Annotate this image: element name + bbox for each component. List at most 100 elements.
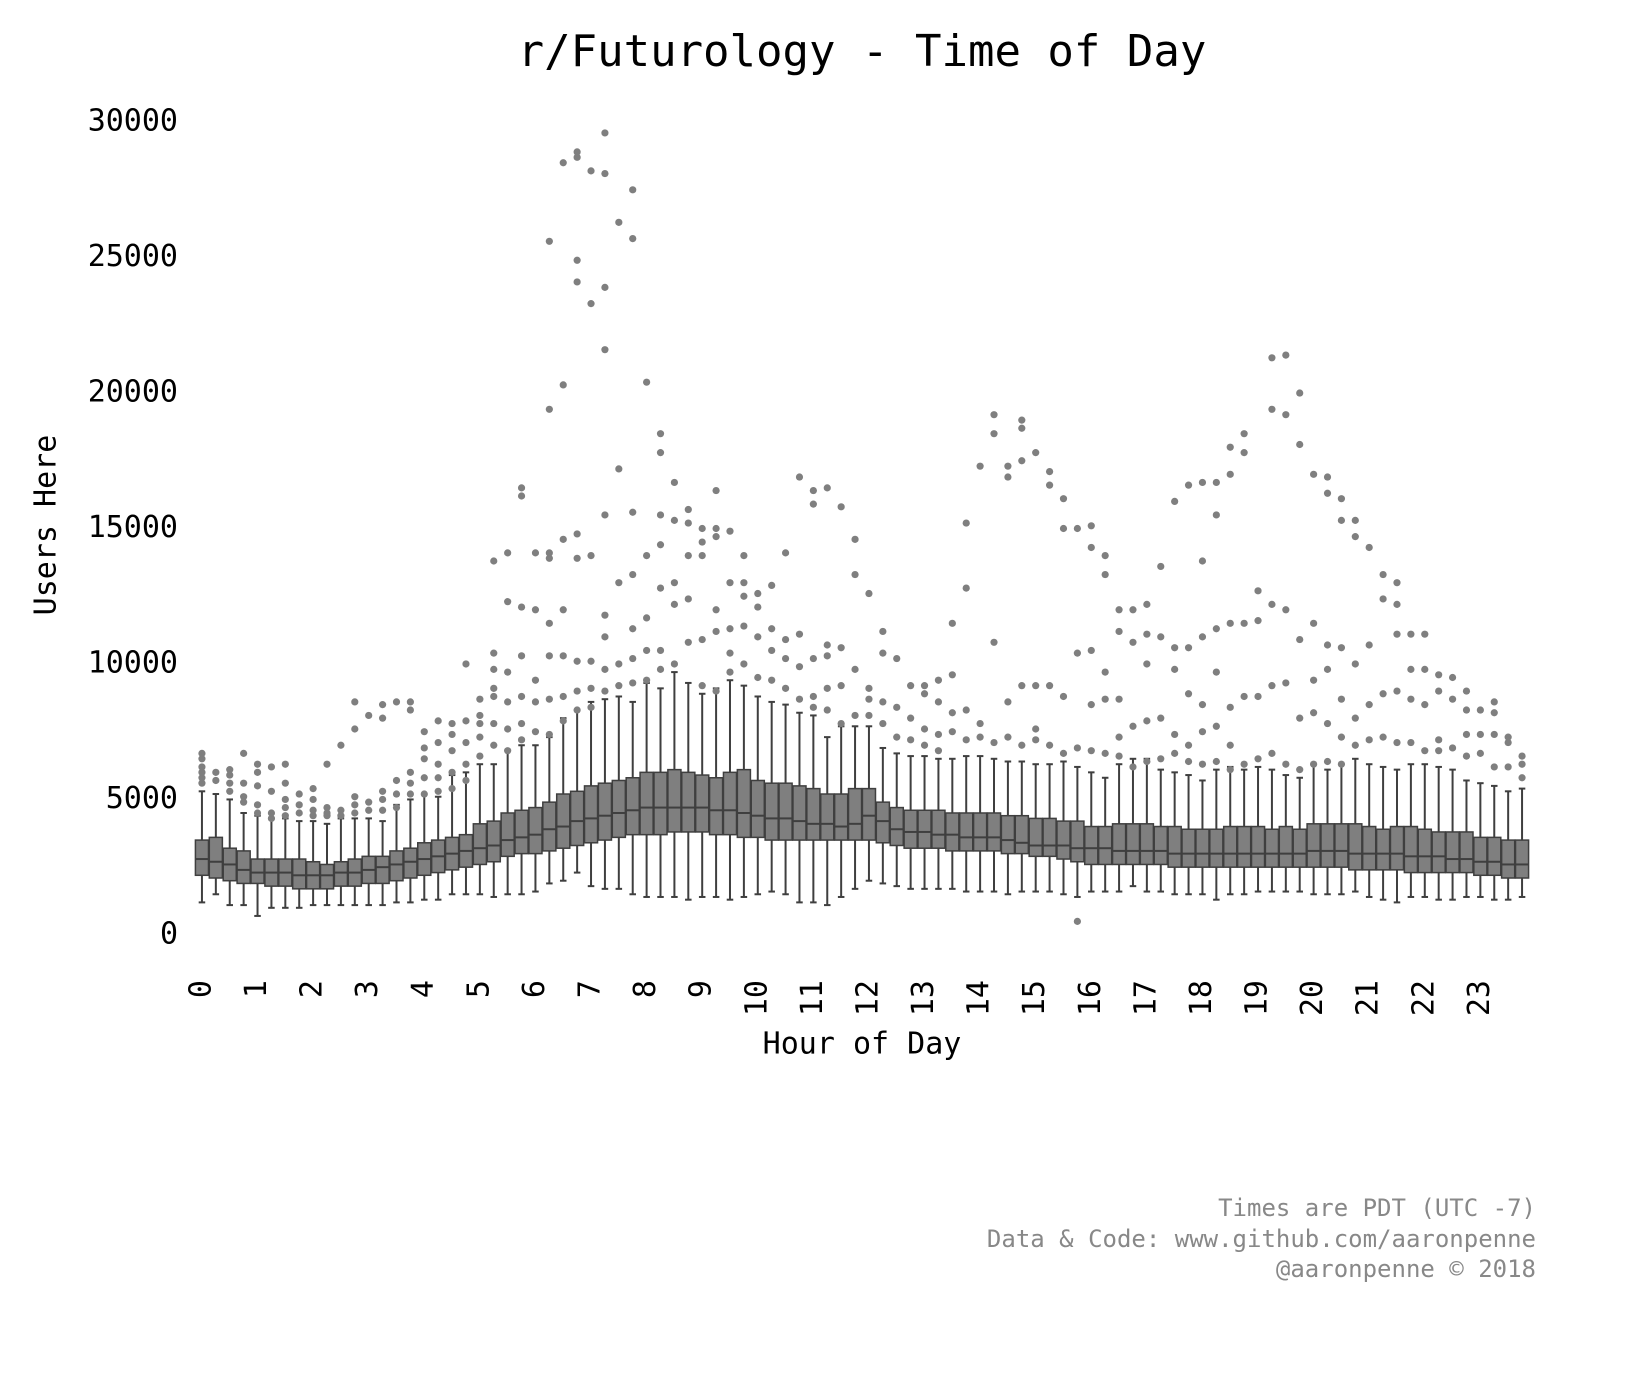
outlier: [1365, 736, 1373, 744]
chart-title: r/Futurology - Time of Day: [518, 26, 1207, 77]
outlier: [823, 484, 831, 492]
outlier: [851, 711, 859, 720]
outlier: [226, 787, 234, 795]
outlier: [309, 795, 317, 804]
outlier: [1337, 495, 1346, 503]
outlier: [684, 638, 692, 646]
outlier: [1073, 744, 1081, 752]
outlier: [879, 649, 887, 657]
y-tick-label: 30000: [88, 104, 178, 139]
outlier: [448, 768, 456, 776]
outlier: [1087, 646, 1095, 655]
outlier: [1337, 695, 1346, 703]
box: [1070, 820, 1085, 863]
box: [1473, 836, 1488, 877]
outlier: [1073, 649, 1081, 657]
outlier: [1171, 644, 1179, 652]
x-tick-label: 17: [1128, 980, 1163, 1016]
outlier: [768, 646, 776, 655]
outlier: [1240, 449, 1248, 457]
box: [1195, 828, 1210, 868]
outlier: [726, 625, 734, 633]
x-tick-label: 3: [350, 980, 385, 998]
outlier: [601, 129, 609, 137]
box: [1125, 823, 1141, 866]
y-axis-label: Users Here: [29, 435, 64, 616]
outlier: [365, 711, 373, 720]
box: [708, 777, 724, 836]
box: [583, 785, 599, 844]
box: [1264, 828, 1280, 868]
outlier: [1045, 481, 1054, 489]
outlier: [1490, 730, 1498, 739]
outlier: [1073, 917, 1081, 925]
x-tick-label: 16: [1073, 980, 1108, 1016]
outlier: [629, 508, 637, 516]
outlier: [1045, 682, 1054, 690]
outlier: [1365, 701, 1373, 709]
outlier: [490, 692, 498, 701]
footer-note: Data & Code: www.github.com/aaronpenne: [987, 1225, 1536, 1253]
outlier: [504, 598, 512, 606]
outlier: [434, 738, 442, 747]
outlier: [253, 768, 262, 776]
x-tick-label: 0: [183, 980, 218, 998]
outlier: [517, 484, 526, 492]
outlier: [323, 803, 331, 812]
box: [1431, 831, 1446, 874]
outlier: [670, 478, 679, 487]
outlier: [726, 527, 734, 535]
box: [1014, 814, 1030, 855]
outlier: [212, 776, 220, 785]
outlier: [490, 649, 498, 657]
outlier: [698, 682, 706, 690]
outlier: [448, 747, 456, 755]
outlier: [559, 692, 567, 701]
outlier: [1115, 733, 1123, 741]
outlier: [1351, 660, 1359, 668]
x-tick-label: 15: [1017, 980, 1052, 1016]
outlier: [1059, 692, 1068, 701]
outlier: [656, 646, 665, 655]
outlier: [198, 749, 206, 757]
outlier: [378, 701, 387, 709]
outlier: [781, 549, 790, 557]
outlier: [1087, 701, 1095, 709]
outlier: [643, 551, 651, 560]
outlier: [295, 801, 303, 809]
box: [667, 768, 682, 833]
outlier: [476, 752, 484, 760]
outlier: [240, 779, 248, 787]
outlier: [1365, 543, 1373, 552]
outlier: [601, 283, 609, 291]
outlier: [545, 237, 553, 245]
outlier: [587, 551, 595, 560]
outlier: [1282, 606, 1290, 614]
outlier: [670, 579, 679, 587]
outlier: [378, 787, 387, 795]
outlier: [1448, 695, 1457, 703]
outlier: [462, 738, 470, 747]
outlier: [337, 741, 345, 749]
outlier: [1462, 706, 1471, 714]
box: [569, 790, 585, 847]
outlier: [1087, 522, 1095, 530]
outlier: [587, 684, 595, 692]
box: [792, 785, 807, 841]
outlier: [795, 630, 804, 638]
outlier: [920, 682, 929, 690]
outlier: [754, 673, 762, 682]
box: [250, 858, 265, 885]
box: [236, 850, 251, 885]
outlier: [1462, 752, 1471, 760]
outlier: [1018, 457, 1026, 465]
outlier: [1226, 470, 1234, 478]
outlier: [629, 625, 637, 633]
outlier: [517, 603, 526, 611]
outlier: [545, 554, 553, 562]
outlier: [1351, 533, 1359, 541]
outlier: [1032, 736, 1040, 744]
outlier: [851, 665, 859, 673]
outlier: [698, 635, 706, 644]
